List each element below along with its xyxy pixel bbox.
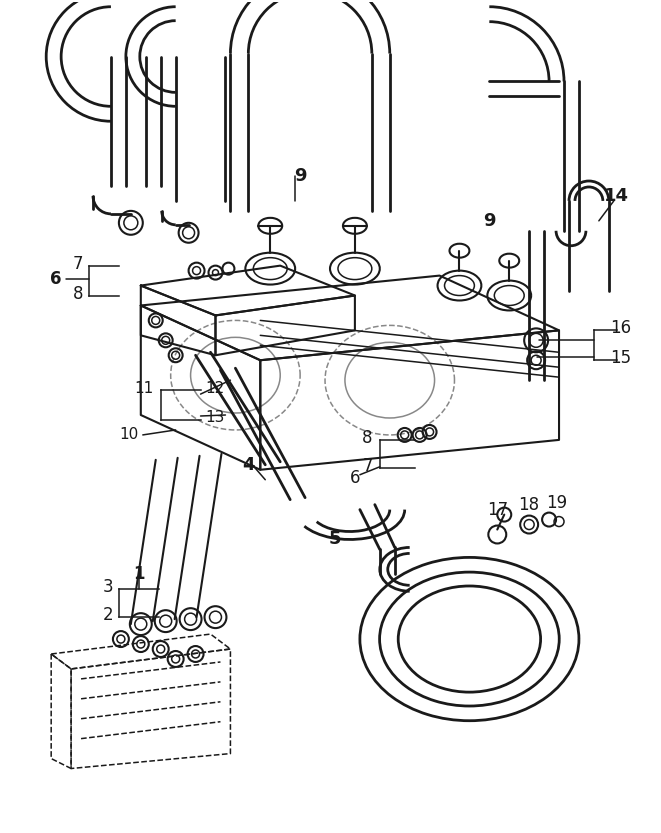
Text: 8: 8 [73,285,83,302]
Text: 3: 3 [102,578,113,596]
Text: 9: 9 [294,167,307,185]
Text: 12: 12 [206,381,225,396]
Text: 14: 14 [604,187,629,205]
Text: 13: 13 [206,411,225,426]
Text: 17: 17 [486,501,508,519]
Text: 19: 19 [547,494,568,511]
Text: 15: 15 [610,349,631,367]
Text: 2: 2 [102,606,113,624]
Text: 6: 6 [350,469,360,486]
Text: 18: 18 [519,496,540,514]
Text: 16: 16 [610,319,631,337]
Text: 4: 4 [242,456,254,474]
Text: 5: 5 [329,531,341,548]
Text: 10: 10 [120,427,139,442]
Text: 8: 8 [362,429,373,447]
Text: 1: 1 [133,566,145,583]
Text: 7: 7 [73,255,83,272]
Text: 9: 9 [483,212,496,230]
Text: 7: 7 [362,456,373,475]
Text: 6: 6 [50,270,61,287]
Text: 11: 11 [134,381,154,396]
